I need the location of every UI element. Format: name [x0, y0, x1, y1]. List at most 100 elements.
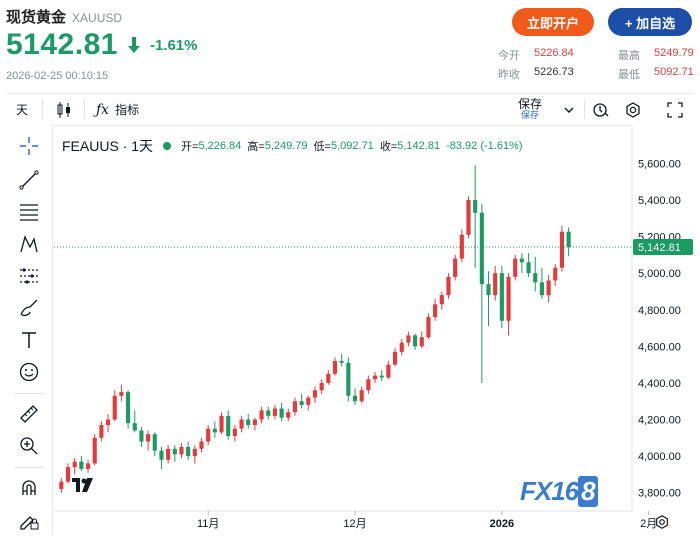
- today-open-value: 5226.84: [534, 47, 574, 59]
- legend-symbol: FEAUUS · 1天: [62, 138, 154, 154]
- time-axis: 11月12月20262月3月: [54, 510, 657, 530]
- candle-body: [85, 463, 91, 469]
- tradingview-logo[interactable]: [72, 478, 94, 496]
- toolbar-divider: [84, 100, 85, 119]
- time-tick-label: 2月: [640, 518, 657, 530]
- candle-body: [65, 467, 71, 482]
- fullscreen-button[interactable]: [666, 94, 684, 125]
- legend-open: 5,226.84: [198, 140, 242, 152]
- today-open-label: 今开: [498, 50, 520, 62]
- candle-body: [126, 392, 131, 424]
- price-tick-label: 4,400.00: [638, 378, 681, 390]
- open-account-button[interactable]: 立即开户: [512, 8, 594, 36]
- candle-body: [433, 304, 438, 318]
- crosshair-tool[interactable]: [16, 133, 42, 159]
- legend-high: 5,249.79: [264, 140, 308, 152]
- forecast-icon: [20, 268, 38, 284]
- change-percent: -1.61%: [149, 36, 198, 54]
- candle-body: [239, 419, 244, 429]
- candle-body: [519, 258, 524, 263]
- fullscreen-icon: [667, 101, 683, 118]
- price-tick-label: 4,800.00: [638, 305, 681, 317]
- time-tick-label: 2026: [490, 518, 514, 530]
- add-watchlist-button[interactable]: + 加自选: [608, 8, 692, 36]
- magnet-icon: [22, 480, 36, 495]
- candle-body: [446, 276, 451, 296]
- candle-body: [152, 434, 157, 451]
- candle-body: [99, 425, 104, 438]
- candles-icon: [57, 101, 70, 118]
- candle-body: [393, 351, 398, 365]
- candle-body: [59, 481, 64, 490]
- candle-body: [252, 419, 257, 426]
- high-label: 最高: [618, 50, 640, 62]
- trendline-tool[interactable]: [16, 167, 42, 193]
- zoom-tool[interactable]: [16, 433, 42, 459]
- candle-body: [366, 379, 371, 391]
- prev-close-value: 5226.73: [534, 66, 574, 78]
- candle-body: [159, 450, 164, 460]
- save-menu-chevron[interactable]: [564, 94, 574, 125]
- pattern-tool[interactable]: [16, 231, 42, 257]
- candle-body: [493, 273, 498, 296]
- toolbar-divider: [584, 100, 585, 119]
- interval-selector[interactable]: 天: [16, 94, 28, 125]
- candle-body: [413, 335, 418, 347]
- candle-body: [146, 434, 151, 442]
- candle-body: [206, 428, 211, 442]
- candle-body: [486, 284, 491, 296]
- chart-toolbar: 天 ƒx 指标 保存 保存: [6, 93, 694, 126]
- candle-body: [346, 362, 351, 396]
- function-icon: ƒx: [96, 101, 110, 118]
- candle-body: [212, 428, 217, 433]
- candle-body: [566, 231, 571, 248]
- candle-body: [439, 295, 444, 305]
- candle-body: [533, 273, 538, 283]
- chart-type-button[interactable]: [56, 94, 72, 125]
- price-axis: 5,600.005,400.005,200.005,000.004,800.00…: [631, 125, 694, 535]
- gear-icon: [626, 101, 640, 118]
- measure-tool[interactable]: [16, 401, 42, 427]
- candle-body: [299, 401, 304, 405]
- candle-body: [539, 282, 544, 296]
- candle-body: [72, 461, 77, 468]
- alert-button[interactable]: [592, 94, 610, 125]
- candle-body: [466, 200, 471, 235]
- toolbar-divider: [42, 100, 43, 119]
- candle-body: [526, 262, 531, 274]
- magnet-tool[interactable]: [16, 475, 42, 501]
- time-tick-label: 11月: [197, 518, 219, 530]
- price-tick-label: 5,600.00: [638, 158, 681, 170]
- candle-body: [419, 337, 424, 347]
- emoji-tool[interactable]: [16, 359, 42, 385]
- chart-settings-button[interactable]: [654, 514, 670, 535]
- legend-close-label: 收=: [379, 141, 398, 153]
- smiley-icon: [19, 362, 39, 382]
- lock-drawings-tool[interactable]: [16, 507, 42, 533]
- save-button[interactable]: 保存 保存: [518, 94, 542, 125]
- price-chart[interactable]: 5,600.005,400.005,200.005,000.004,800.00…: [54, 125, 694, 535]
- fib-tool[interactable]: [16, 199, 42, 225]
- save-label: 保存: [518, 96, 543, 111]
- candle-body: [459, 234, 464, 259]
- candle-body: [119, 392, 124, 396]
- chevron-down-icon: [564, 107, 574, 113]
- candle-body: [499, 273, 504, 321]
- gear-icon: [656, 515, 668, 529]
- candle-body: [179, 446, 184, 455]
- forecast-tool[interactable]: [16, 263, 42, 289]
- pencil-lock-icon: [20, 516, 39, 530]
- settings-button[interactable]: [624, 94, 642, 125]
- price-tick-label: 3,800.00: [638, 488, 681, 500]
- toolbar-divider: [14, 393, 44, 394]
- quote-header: 现货黄金 XAUUSD 5142.81 -1.61% 2026-02-25 00…: [0, 0, 700, 92]
- low-value: 5092.71: [654, 66, 694, 78]
- toolbar-divider: [14, 467, 44, 468]
- indicators-button[interactable]: ƒx 指标: [96, 94, 139, 125]
- text-tool[interactable]: [16, 327, 42, 353]
- legend-high-label: 高=: [247, 141, 265, 153]
- drawing-toolbar: [6, 125, 53, 535]
- brush-tool[interactable]: [16, 295, 42, 321]
- candle-body: [286, 412, 291, 418]
- candle-body: [406, 335, 411, 343]
